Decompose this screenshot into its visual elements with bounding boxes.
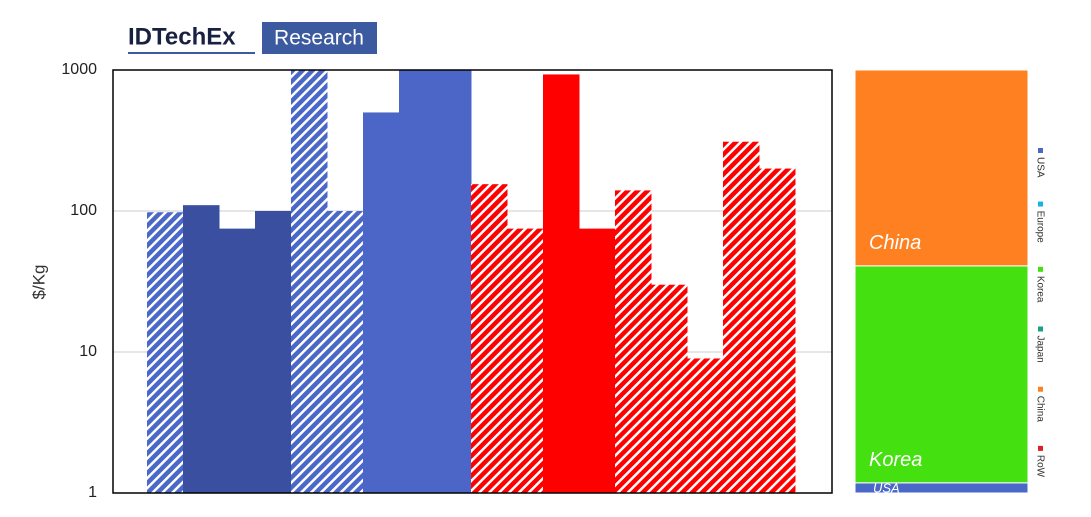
y-tick-label: 1 — [88, 484, 97, 501]
segment-label: Korea — [869, 449, 922, 471]
badge-bg — [262, 22, 377, 54]
bar — [291, 70, 328, 493]
y-tick-label: 10 — [79, 343, 97, 360]
y-tick-label: 100 — [70, 202, 97, 219]
legend-swatch — [1038, 386, 1043, 392]
legend-swatch — [1038, 148, 1043, 153]
bar — [507, 228, 544, 493]
y-tick-label: 1000 — [61, 61, 97, 78]
brand: IDTechEx — [128, 23, 236, 50]
bar — [543, 74, 580, 493]
legend-label: Europe — [1034, 211, 1045, 244]
segment-label: USA — [873, 480, 900, 495]
legend-swatch — [1038, 201, 1043, 207]
legend-label: Japan — [1034, 336, 1045, 363]
bar — [579, 228, 616, 493]
bar — [327, 211, 364, 493]
bar — [471, 184, 508, 494]
bar — [255, 211, 292, 493]
bar — [183, 205, 220, 493]
plot-frame — [112, 69, 833, 494]
bar — [435, 70, 472, 493]
segment-label: China — [869, 232, 921, 254]
legend: USA Europe Korea Japan China RoW — [1034, 148, 1045, 478]
badge: Research — [274, 27, 364, 50]
legend-swatch — [1038, 266, 1043, 272]
legend-label: China — [1034, 396, 1045, 423]
bar — [219, 228, 256, 493]
stack-segment — [854, 69, 1029, 267]
stack-segment — [854, 265, 1029, 484]
bar — [399, 70, 436, 493]
legend-swatch — [1038, 326, 1043, 332]
bar — [759, 168, 796, 494]
bar — [363, 112, 400, 494]
bar — [147, 212, 184, 493]
legend-label: USA — [1034, 157, 1045, 178]
bar — [651, 284, 688, 493]
bar — [723, 141, 760, 493]
legend-label: RoW — [1034, 455, 1045, 478]
bar — [687, 358, 724, 493]
y-axis-label: $/Kg — [29, 265, 48, 300]
bar — [615, 190, 652, 494]
legend-label: Korea — [1034, 276, 1045, 303]
legend-swatch — [1038, 445, 1043, 451]
